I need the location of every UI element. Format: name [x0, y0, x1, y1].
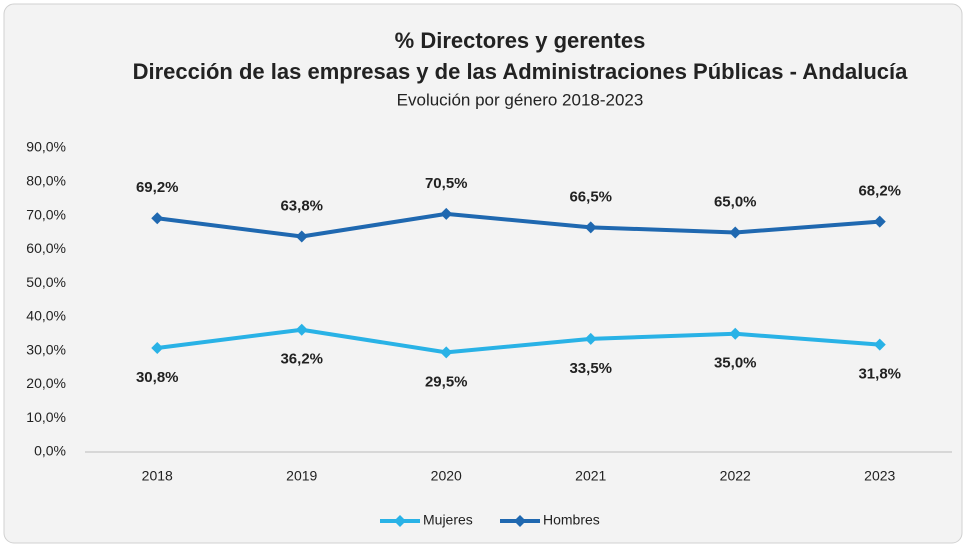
point-marker: [151, 341, 164, 354]
data-label: 30,8%: [136, 369, 179, 386]
point-marker: [729, 226, 742, 239]
y-tick-label: 60,0%: [26, 240, 66, 256]
y-tick-label: 20,0%: [26, 375, 66, 391]
data-label: 69,2%: [136, 179, 179, 196]
y-tick-label: 50,0%: [26, 274, 66, 290]
data-label: 31,8%: [858, 366, 901, 383]
point-marker: [295, 323, 308, 336]
point-marker: [440, 207, 453, 220]
data-label: 33,5%: [569, 360, 612, 377]
x-tick-label: 2019: [286, 468, 317, 484]
legend-marker: [514, 515, 526, 527]
y-tick-label: 10,0%: [26, 409, 66, 425]
series-line: [156, 211, 880, 239]
x-tick-label: 2020: [431, 468, 462, 484]
point-marker: [295, 230, 308, 243]
y-tick-label: 30,0%: [26, 341, 66, 357]
data-label: 68,2%: [858, 183, 901, 200]
point-marker: [440, 346, 453, 359]
chart-description: Evolución por género 2018-2023: [397, 90, 644, 109]
x-tick-label: 2018: [142, 468, 173, 484]
x-tick-label: 2021: [575, 468, 606, 484]
data-label: 29,5%: [425, 373, 468, 390]
chart-subtitle: Dirección de las empresas y de las Admin…: [133, 59, 909, 84]
data-label: 63,8%: [280, 197, 323, 214]
chart-title: % Directores y gerentes: [395, 28, 646, 53]
point-marker: [151, 212, 164, 225]
point-marker: [873, 338, 886, 351]
data-label: 70,5%: [425, 175, 468, 192]
y-tick-label: 0,0%: [34, 443, 66, 459]
point-marker: [584, 221, 597, 234]
x-tick-label: 2023: [864, 468, 895, 484]
point-marker: [729, 327, 742, 340]
point-marker: [873, 215, 886, 228]
y-tick-label: 40,0%: [26, 308, 66, 324]
point-marker: [584, 332, 597, 345]
data-label: 36,2%: [280, 351, 323, 368]
y-tick-label: 80,0%: [26, 172, 66, 188]
data-label: 35,0%: [714, 355, 757, 372]
series-line: [156, 327, 880, 355]
x-tick-label: 2022: [720, 468, 751, 484]
y-tick-label: 90,0%: [26, 139, 66, 155]
y-tick-label: 70,0%: [26, 206, 66, 222]
legend-label: Hombres: [543, 512, 600, 528]
data-label: 66,5%: [569, 188, 612, 205]
chart-background: [3, 3, 963, 544]
legend-marker: [394, 515, 406, 527]
legend-label: Mujeres: [423, 512, 473, 528]
data-label: 65,0%: [714, 193, 757, 210]
